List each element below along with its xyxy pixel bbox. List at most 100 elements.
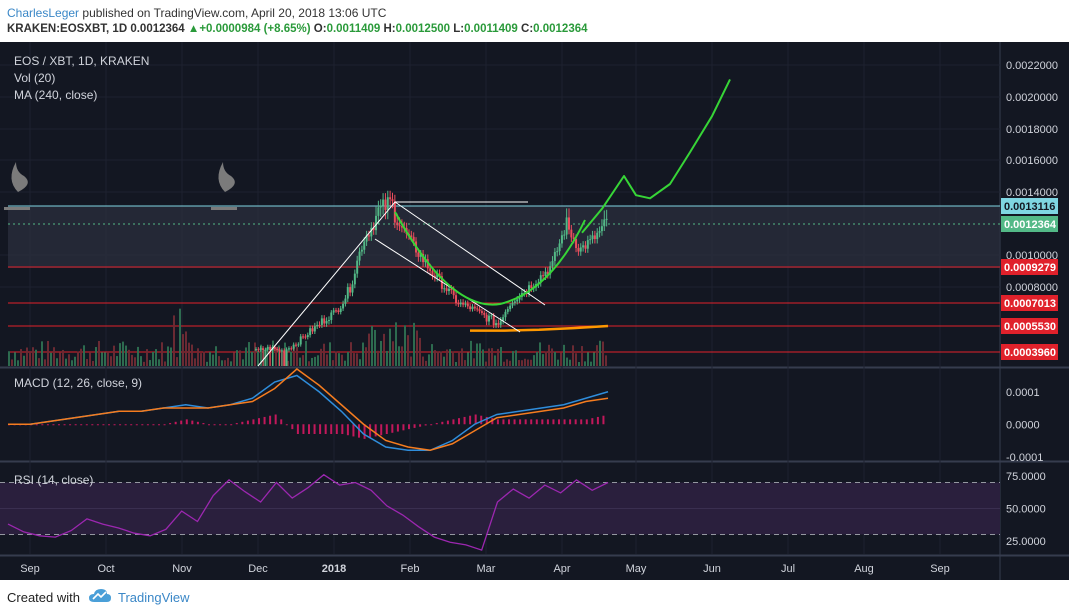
x-tick-label: Sep: [20, 563, 40, 575]
candle-body: [504, 311, 507, 318]
candle-body: [567, 217, 570, 230]
volume-bar: [122, 341, 124, 366]
x-tick-label: Feb: [401, 563, 420, 575]
candle-body: [565, 217, 568, 235]
rsi-tick-label: 50.0000: [1006, 504, 1046, 516]
volume-bar: [278, 345, 280, 366]
x-tick-label: Apr: [553, 563, 570, 575]
candle-body: [603, 219, 606, 227]
volume-bar: [341, 354, 343, 366]
volume-bar: [275, 347, 277, 366]
volume-bar: [56, 358, 58, 366]
volume-bar: [140, 356, 142, 366]
author-link[interactable]: CharlesLeger: [7, 6, 80, 20]
y-tick-label: 0.0018000: [1006, 124, 1058, 136]
volume-bar: [458, 351, 460, 366]
candle-body: [436, 273, 439, 278]
volume-bar: [368, 333, 370, 366]
y-tick-label: 0.0016000: [1006, 155, 1058, 167]
volume-bar: [572, 345, 574, 366]
volume-bar: [89, 352, 91, 366]
x-tick-label: Jun: [703, 563, 721, 575]
candle-body: [469, 306, 472, 310]
volume-bar: [134, 357, 136, 366]
candle-body: [292, 344, 295, 349]
volume-bar: [587, 352, 589, 366]
volume-bar: [266, 348, 268, 366]
macd-histogram-bar: [224, 424, 227, 426]
macd-histogram-bar: [291, 424, 294, 430]
macd-histogram-bar: [202, 423, 205, 425]
macd-histogram-bar: [585, 419, 588, 425]
volume-bar: [485, 361, 487, 366]
volume-bar: [155, 349, 157, 366]
volume-bar: [335, 351, 337, 366]
macd-histogram-bar: [158, 424, 160, 426]
volume-bar: [248, 342, 250, 366]
volume-bar: [569, 359, 571, 366]
tradingview-link[interactable]: TradingView: [118, 590, 190, 605]
volume-bar: [506, 359, 508, 366]
candle-body: [600, 226, 603, 232]
candle-body: [278, 349, 281, 352]
y-tick-label: 0.0020000: [1006, 92, 1058, 104]
macd-histogram-bar: [485, 416, 488, 425]
macd-histogram-bar: [402, 424, 405, 431]
tradingview-cloud-icon: [88, 588, 112, 609]
volume-bar: [602, 341, 604, 366]
volume-bar: [302, 355, 304, 366]
volume-bar: [410, 356, 412, 366]
candle-body: [287, 348, 290, 350]
macd-histogram-bar: [169, 423, 172, 425]
macd-histogram-bar: [380, 424, 383, 436]
volume-bar: [350, 342, 352, 366]
volume-bar: [173, 315, 175, 366]
volume-bar: [233, 352, 235, 366]
candle-body: [344, 298, 347, 304]
volume-bar: [494, 355, 496, 366]
ohlc-line: KRAKEN:EOSXBT, 1D 0.0012364 ▲+0.0000984 …: [7, 23, 588, 35]
macd-histogram-bar: [441, 421, 444, 425]
volume-bar: [107, 352, 109, 366]
price-badge-label: 0.0005530: [1004, 321, 1056, 333]
macd-histogram-bar: [496, 419, 499, 425]
candle-body: [384, 199, 387, 210]
candle-body: [304, 336, 307, 338]
x-tick-label: Dec: [248, 563, 268, 575]
volume-bar: [53, 347, 55, 366]
volume-bar: [170, 347, 172, 366]
flame-watermark-icon: [218, 162, 235, 192]
candle-body: [478, 309, 481, 312]
volume-bar: [578, 361, 580, 366]
candle-body: [546, 271, 549, 275]
volume-bar: [32, 347, 34, 366]
macd-histogram-bar: [474, 414, 477, 425]
volume-bar: [374, 329, 376, 366]
macd-histogram-bar: [308, 424, 310, 434]
volume-bar: [407, 335, 409, 366]
volume-bar: [392, 341, 394, 366]
volume-bar: [554, 351, 556, 366]
volume-bar: [77, 351, 79, 366]
rsi-tick-label: 25.0000: [1006, 536, 1046, 548]
macd-histogram-bar: [330, 424, 333, 434]
uptrend-line: [257, 201, 396, 367]
macd-histogram-bar: [258, 418, 260, 425]
ma-240-line: [470, 324, 609, 332]
chart-svg[interactable]: Sep Oct Nov Dec 2018 Feb Mar Apr May Jun Jul Aug Sep…: [0, 42, 1069, 580]
macd-histogram-bar: [69, 424, 72, 426]
candle-body: [410, 235, 413, 237]
candle-body: [299, 336, 302, 345]
volume-bar: [251, 351, 253, 366]
volume-bar: [422, 356, 424, 366]
macd-histogram-bar: [191, 420, 194, 425]
candle-body: [572, 237, 575, 239]
candle-body: [598, 231, 601, 233]
candle-body: [367, 235, 370, 237]
chart-area[interactable]: Sep Oct Nov Dec 2018 Feb Mar Apr May Jun Jul Aug Sep…: [0, 42, 1069, 580]
volume-bar: [260, 344, 262, 366]
open-value: 0.0011409: [326, 23, 381, 35]
channel-lower-line: [374, 238, 521, 333]
macd-histogram-bar: [124, 424, 127, 426]
volume-bar: [92, 360, 94, 366]
